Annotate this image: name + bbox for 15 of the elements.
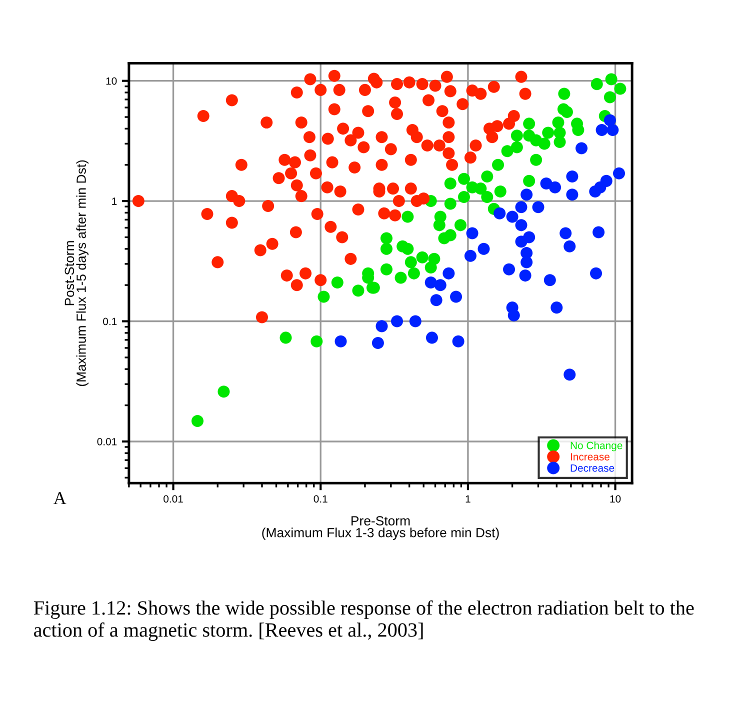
y-tick-label: 0.01 <box>97 438 117 446</box>
y-tick-label: 1 <box>112 198 117 205</box>
x-tick-label: 1 <box>466 495 470 503</box>
y-tick-label: 10 <box>106 77 117 85</box>
x-tick-label: 0.01 <box>164 495 183 503</box>
y-axis-title: Post-Storm (Maximum Flux 1-5 days after min Dst) <box>64 160 89 386</box>
x-tick-label: 0.1 <box>314 495 328 503</box>
legend-label: No Change <box>570 442 622 452</box>
x-tick-label: 10 <box>610 495 621 503</box>
text: A <box>54 492 66 504</box>
legend-label: Decrease <box>570 464 614 472</box>
y-tick-label: 0.1 <box>103 318 117 326</box>
caption: Figure 1.12: Shows the wide possible response of the electron radiation belt to the action of a magnetic storm. [Reeves et al., 2003] <box>34 600 694 641</box>
legend-label: Increase <box>570 453 610 460</box>
x-axis-title: Pre-Storm (Maximum Flux 1-3 days before min Dst) <box>262 516 499 540</box>
